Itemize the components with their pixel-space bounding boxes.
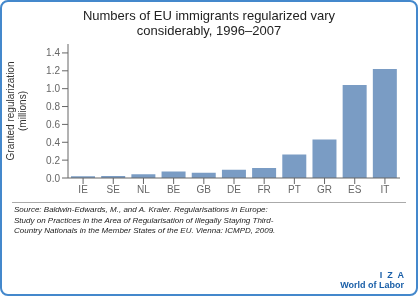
html-text:considerably, 1996–2007: considerably, 1996–2007 xyxy=(136,23,282,38)
html-text:I Z A: I Z A xyxy=(379,270,404,280)
svg-text:GB: GB xyxy=(197,184,212,195)
svg-text:GR: GR xyxy=(317,184,332,195)
svg-text:FR: FR xyxy=(258,184,271,195)
svg-text:0.4: 0.4 xyxy=(46,137,60,148)
svg-text:IT: IT xyxy=(380,184,389,195)
svg-text:ES: ES xyxy=(348,184,362,195)
svg-text:DE: DE xyxy=(227,184,241,195)
svg-text:BE: BE xyxy=(167,184,181,195)
html-text:Numbers of EU immigrants regul: Numbers of EU immigrants regularized var… xyxy=(82,8,336,23)
svg-text:PT: PT xyxy=(288,184,301,195)
svg-text:Granted regularization(million: Granted regularization(millions) xyxy=(8,62,28,161)
svg-text:0.2: 0.2 xyxy=(46,155,60,166)
svg-text:NL: NL xyxy=(137,184,150,195)
svg-text:0.0: 0.0 xyxy=(46,173,60,184)
svg-text:IE: IE xyxy=(78,184,88,195)
svg-text:1.4: 1.4 xyxy=(46,47,60,58)
html-text:World of Labor: World of Labor xyxy=(340,280,404,290)
svg-text:0.6: 0.6 xyxy=(46,119,60,130)
svg-text:SE: SE xyxy=(107,184,121,195)
svg-text:1.2: 1.2 xyxy=(46,65,60,76)
html-text:Source: Baldwin-Edwards, M., a: Source: Baldwin-Edwards, M., and A. Kral… xyxy=(14,205,276,235)
svg-text:1.0: 1.0 xyxy=(46,83,60,94)
svg-text:0.8: 0.8 xyxy=(46,101,60,112)
